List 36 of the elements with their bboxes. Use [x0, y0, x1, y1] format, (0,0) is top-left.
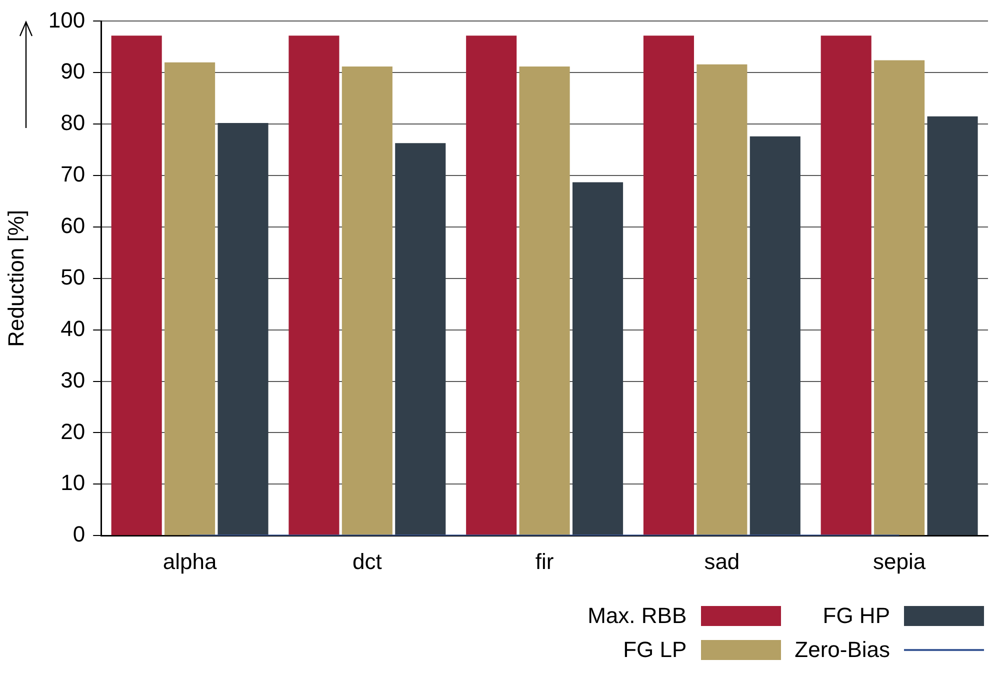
x-tick-label: sepia [873, 548, 926, 574]
y-tick-label: 60 [60, 213, 86, 238]
y-tick-label: 80 [60, 110, 86, 136]
bar [927, 116, 978, 536]
bar [164, 62, 216, 536]
x-tick-label: dct [352, 548, 382, 574]
y-tick-label: 40 [60, 316, 86, 341]
y-tick-label: 20 [60, 418, 86, 444]
legend-label: Zero-Bias [794, 637, 890, 663]
y-tick-label: 90 [60, 58, 86, 84]
bar [874, 60, 925, 536]
bar [696, 64, 748, 536]
bar [342, 66, 392, 536]
legend-label: FG LP [622, 637, 687, 663]
bar [820, 36, 872, 536]
y-axis-title: Reduction [%] [3, 210, 28, 347]
y-tick-label: 30 [60, 367, 86, 392]
bar [288, 36, 340, 536]
legend-label: FG HP [822, 603, 890, 629]
y-tick-label: 50 [60, 264, 86, 290]
bar [643, 36, 694, 536]
bar [572, 182, 624, 536]
y-tick-label: 10 [60, 470, 86, 496]
legend-label: Max. RBB [588, 603, 687, 629]
bar [466, 36, 517, 536]
x-tick-label: sad [704, 548, 740, 574]
bar [218, 123, 268, 536]
bar [111, 36, 162, 536]
bar [750, 136, 800, 536]
y-tick-label: 100 [48, 7, 86, 32]
x-tick-label: fir [535, 548, 554, 574]
x-tick-label: alpha [162, 548, 218, 574]
bar [395, 143, 446, 536]
bar [519, 66, 570, 536]
y-tick-label: 70 [60, 162, 86, 187]
y-tick-label: 0 [72, 522, 86, 547]
